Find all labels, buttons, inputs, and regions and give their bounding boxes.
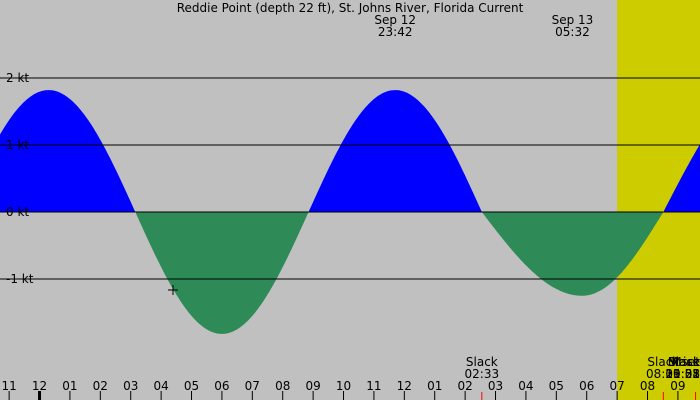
event-labels: Slack02:33Slack08:31Mrise09:35Slack15:08… <box>465 355 700 400</box>
x-axis: 11 12 01 02 03 04 05 06 07 08 09 10 11 12 01 02 03 04 05 06… <box>1 379 686 400</box>
hour-tick-label: 07 <box>245 379 260 393</box>
event-time-label: 02:33 <box>465 367 500 381</box>
event-time-label: 21 <box>685 367 700 381</box>
hour-tick-label: 05 <box>184 379 199 393</box>
hour-tick-label: 07 <box>609 379 624 393</box>
event-label: Mset <box>671 355 700 369</box>
hour-tick-label: 01 <box>62 379 77 393</box>
flood-lobe <box>0 90 136 212</box>
current-area <box>0 90 700 334</box>
y-tick-label: 0 kt <box>6 205 29 219</box>
hour-tick-label: 01 <box>427 379 442 393</box>
event-time-label: 15:08 <box>665 367 700 381</box>
hour-tick-label: 08 <box>275 379 290 393</box>
current-time-marker <box>168 285 178 295</box>
hour-tick-label: 10 <box>336 379 351 393</box>
hour-tick-label: 05 <box>549 379 564 393</box>
hour-tick-label: 12 <box>32 379 47 393</box>
hour-tick-label: 04 <box>153 379 168 393</box>
hour-tick-label: 02 <box>93 379 108 393</box>
flood-lobe <box>309 90 482 212</box>
hour-tick-label: 09 <box>670 379 685 393</box>
y-tick-label: -1 kt <box>6 272 34 286</box>
flood-lobe <box>664 144 700 212</box>
event-label: Mrise <box>668 355 700 369</box>
hour-tick-label: 11 <box>1 379 16 393</box>
hour-tick-label: 08 <box>640 379 655 393</box>
hour-tick-label: 03 <box>488 379 503 393</box>
event-label: Slack <box>668 355 700 369</box>
event-label: Slack <box>466 355 498 369</box>
event-time-label: 08:31 <box>646 367 681 381</box>
extreme-time-label: 23:42 <box>378 25 413 39</box>
y-tick-label: 1 kt <box>6 138 29 152</box>
hour-tick-label: 11 <box>366 379 381 393</box>
y-grid: 2 kt 1 kt 0 kt -1 kt <box>0 71 700 286</box>
y-tick-label: 2 kt <box>6 71 29 85</box>
hour-tick-label: 02 <box>457 379 472 393</box>
extreme-date-label: Sep 12 <box>374 13 416 27</box>
chart-title: Reddie Point (depth 22 ft), St. Johns Ri… <box>177 1 524 15</box>
hour-tick-label: 04 <box>518 379 533 393</box>
hour-tick-label: 09 <box>305 379 320 393</box>
event-time-label: 20:52 <box>665 367 700 381</box>
hour-tick-label: 06 <box>214 379 229 393</box>
extreme-date-label: Sep 13 <box>552 13 594 27</box>
event-label: Slack <box>647 355 679 369</box>
hour-tick-label: 06 <box>579 379 594 393</box>
event-label: Slack <box>668 355 700 369</box>
hour-tick-label: 03 <box>123 379 138 393</box>
ebb-lobe <box>136 212 309 334</box>
hour-tick-label: 12 <box>397 379 412 393</box>
extreme-time-label: 05:32 <box>555 25 590 39</box>
event-time-label: 09:35 <box>665 367 700 381</box>
ebb-lobe <box>482 212 664 296</box>
